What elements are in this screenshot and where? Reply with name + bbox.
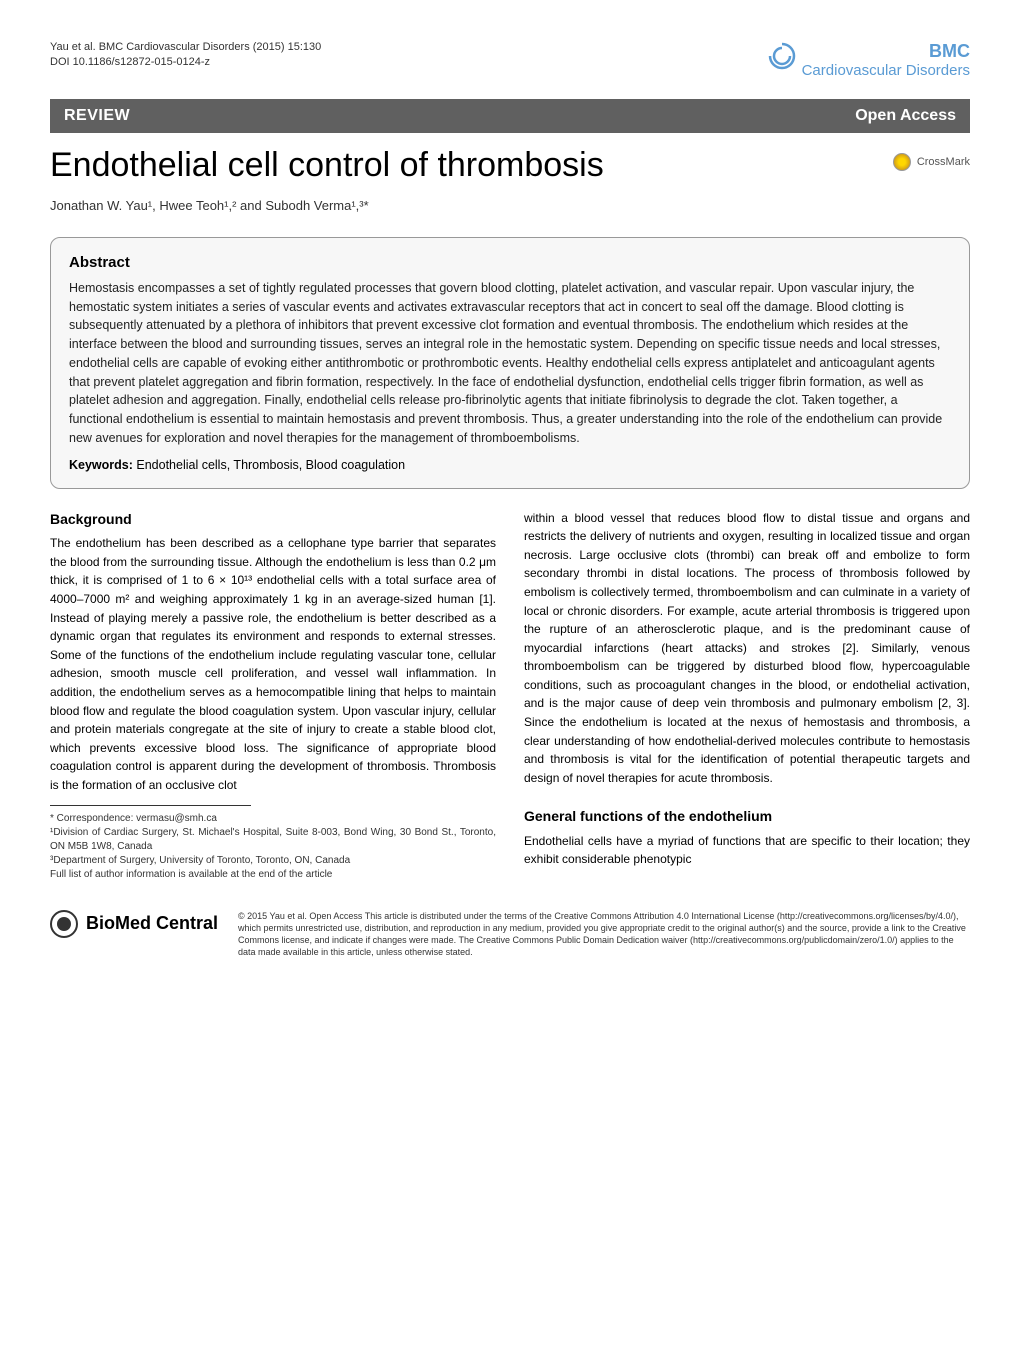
bmc-swirl-icon	[766, 40, 798, 79]
footnote-divider	[50, 805, 251, 806]
crossmark-icon	[893, 153, 911, 171]
journal-prefix: BMC	[802, 41, 970, 62]
citation-line: Yau et al. BMC Cardiovascular Disorders …	[50, 40, 321, 55]
footer-region: BioMed Central © 2015 Yau et al. Open Ac…	[50, 898, 970, 959]
keywords-label: Keywords:	[69, 458, 133, 472]
left-column: Background The endothelium has been desc…	[50, 509, 496, 882]
body-columns: Background The endothelium has been desc…	[50, 509, 970, 882]
biomed-central-logo: BioMed Central	[50, 910, 218, 938]
keywords-values: Endothelial cells, Thrombosis, Blood coa…	[133, 458, 405, 472]
authors-line: Jonathan W. Yau¹, Hwee Teoh¹,² and Subod…	[50, 198, 970, 213]
background-text-col2: within a blood vessel that reduces blood…	[524, 509, 970, 788]
background-text-col1: The endothelium has been described as a …	[50, 534, 496, 794]
open-access-label: Open Access	[855, 107, 956, 125]
abstract-text: Hemostasis encompasses a set of tightly …	[69, 279, 951, 448]
journal-logo: BMC Cardiovascular Disorders	[766, 40, 970, 79]
biomed-icon	[50, 910, 78, 938]
review-label: REVIEW	[64, 107, 130, 125]
journal-name: Cardiovascular Disorders	[802, 62, 970, 79]
review-banner: REVIEW Open Access	[50, 99, 970, 133]
affiliation-1: ¹Division of Cardiac Surgery, St. Michae…	[50, 826, 496, 854]
correspondence-email: * Correspondence: vermasu@smh.ca	[50, 812, 496, 826]
page-container: Yau et al. BMC Cardiovascular Disorders …	[0, 0, 1020, 988]
abstract-box: Abstract Hemostasis encompasses a set of…	[50, 237, 970, 489]
license-text: © 2015 Yau et al. Open Access This artic…	[238, 910, 970, 959]
bmc-logo: BMC Cardiovascular Disorders	[766, 40, 970, 79]
article-title: Endothelial cell control of thrombosis	[50, 145, 604, 186]
general-functions-text: Endothelial cells have a myriad of funct…	[524, 832, 970, 869]
abstract-heading: Abstract	[69, 254, 951, 271]
correspondence-block: * Correspondence: vermasu@smh.ca ¹Divisi…	[50, 812, 496, 882]
biomed-logo-text: BioMed Central	[86, 913, 218, 934]
right-column: within a blood vessel that reduces blood…	[524, 509, 970, 882]
keywords-line: Keywords: Endothelial cells, Thrombosis,…	[69, 458, 951, 472]
header-region: Yau et al. BMC Cardiovascular Disorders …	[50, 40, 970, 79]
background-heading: Background	[50, 509, 496, 531]
affiliation-3: ³Department of Surgery, University of To…	[50, 854, 496, 868]
crossmark-badge[interactable]: CrossMark	[893, 153, 970, 171]
crossmark-label: CrossMark	[917, 156, 970, 168]
author-info-note: Full list of author information is avail…	[50, 868, 496, 882]
doi-line: DOI 10.1186/s12872-015-0124-z	[50, 55, 321, 70]
title-row: Endothelial cell control of thrombosis C…	[50, 145, 970, 186]
citation-block: Yau et al. BMC Cardiovascular Disorders …	[50, 40, 321, 71]
general-functions-heading: General functions of the endothelium	[524, 806, 970, 828]
